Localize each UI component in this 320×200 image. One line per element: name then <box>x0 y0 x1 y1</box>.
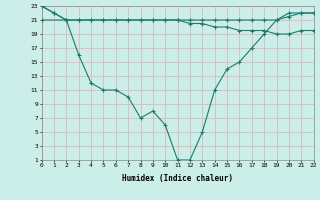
X-axis label: Humidex (Indice chaleur): Humidex (Indice chaleur) <box>122 174 233 183</box>
